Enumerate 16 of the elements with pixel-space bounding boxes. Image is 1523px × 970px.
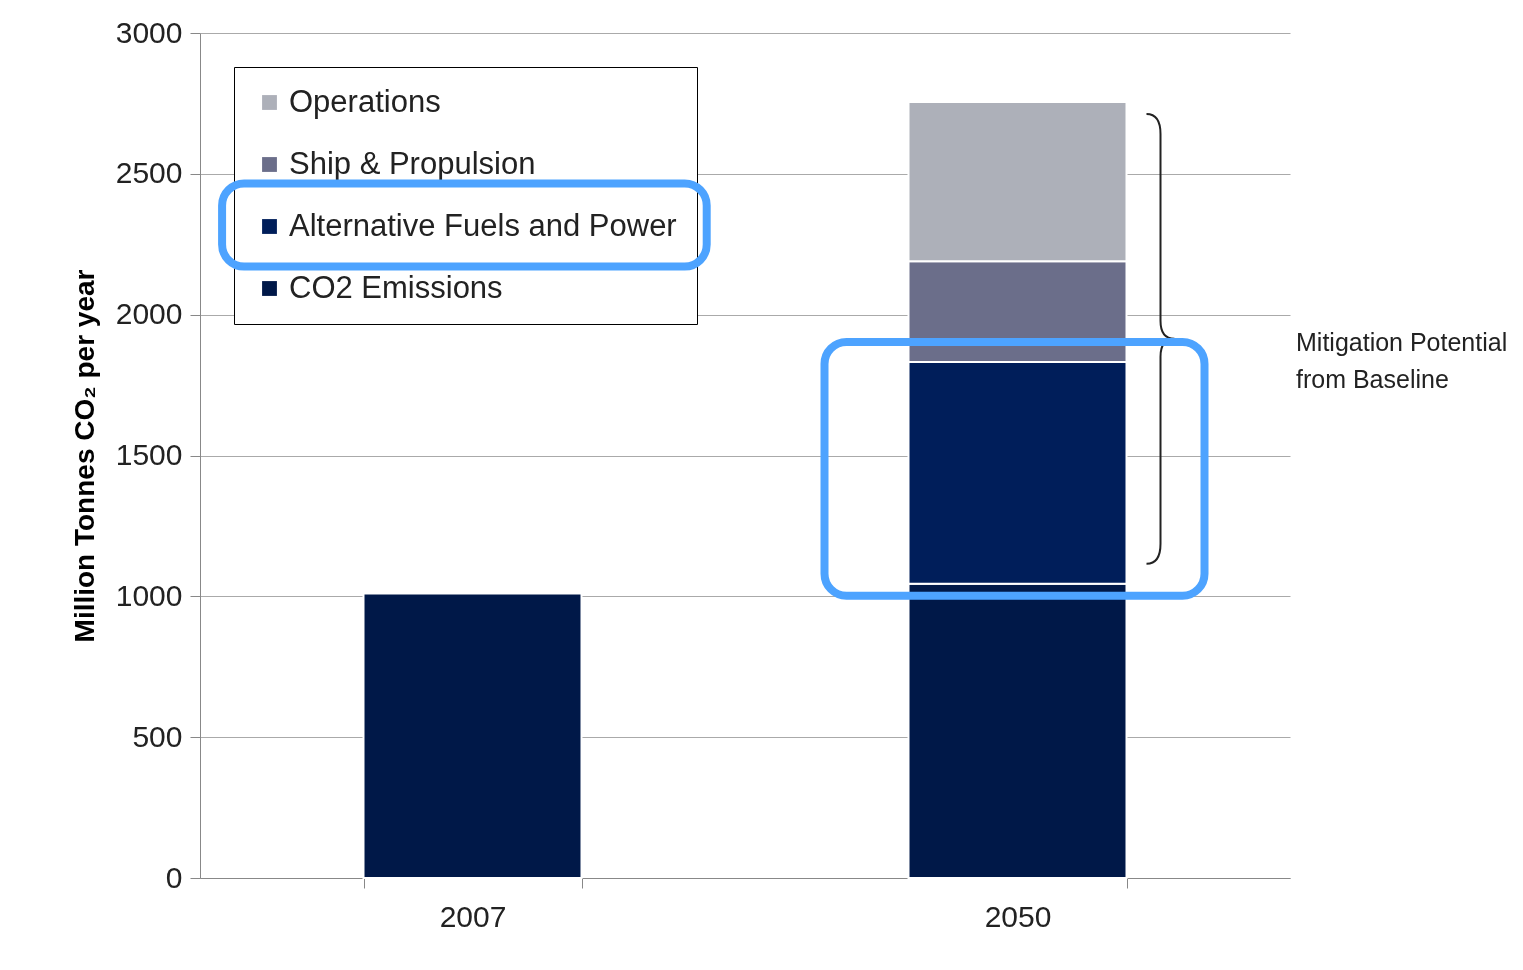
x-tick-label: 2007 [439,899,507,933]
legend-label: Alternative Fuels and Power [289,207,677,243]
y-tick-label: 2000 [115,297,183,331]
y-axis-title: Million Tonnes CO₂ per year [68,269,100,643]
y-tick-label: 1000 [115,578,183,612]
y-tick-label: 3000 [115,15,183,49]
bar [362,592,583,879]
y-tick-label: 500 [132,719,183,753]
text: Mitigation Potential from Baseline [1296,328,1508,393]
x-tick-label: 2050 [984,899,1052,933]
y-tick-label: 2500 [115,156,183,190]
legend-label: CO2 Emissions [289,269,503,305]
legend-label: Operations [289,83,441,119]
y-tick-label: 1500 [115,438,183,471]
y-tick-label: 0 [165,860,183,894]
legend-label: Ship & Propulsion [289,145,536,181]
